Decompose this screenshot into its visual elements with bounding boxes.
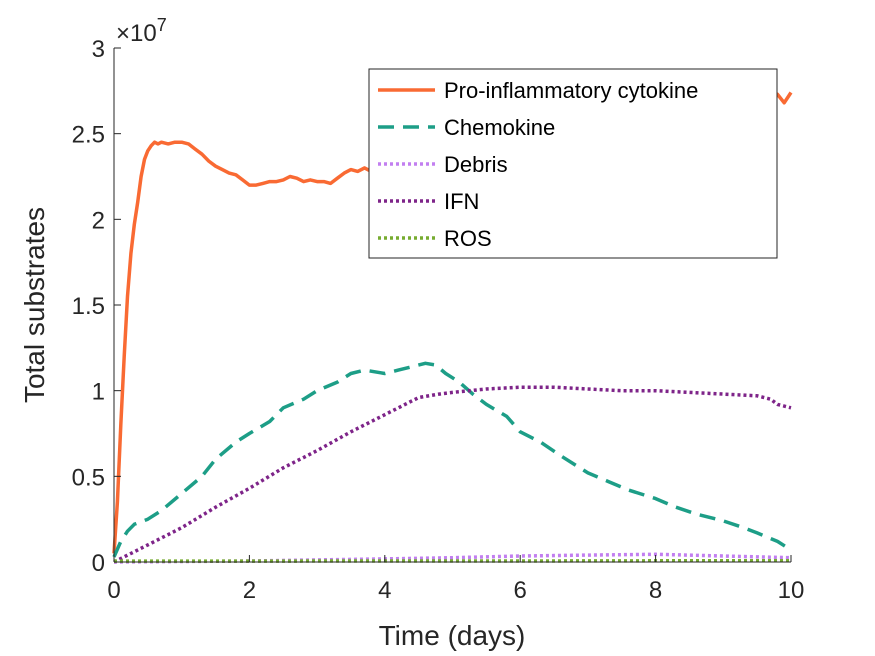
ticks: 0 2 4 6 8 10 0 0.5 1 1.5 2 2.5 3 (72, 36, 805, 604)
x-axis-label: Time (days) (379, 620, 526, 651)
x-tick-label: 4 (378, 577, 391, 604)
x-tick-label: 8 (649, 577, 662, 604)
y-exponent-prefix: ×10 (116, 20, 157, 47)
series-lines (112, 87, 793, 564)
x-tick-label: 2 (243, 577, 256, 604)
y-tick-label: 3 (92, 36, 105, 63)
series-line-0 (112, 87, 793, 554)
legend-box (368, 68, 778, 259)
y-tick-label: 1 (92, 379, 105, 406)
y-tick-label: 0 (92, 550, 105, 577)
series-line-1 (112, 361, 792, 558)
series-line-3 (113, 385, 792, 564)
y-tick-label: 2.5 (72, 122, 105, 149)
legend-entry: Pro-inflammatory cytokine (444, 78, 698, 103)
y-axis-label: Total substrates (19, 207, 50, 403)
y-tick-label: 0.5 (72, 464, 105, 491)
legend-entry: IFN (444, 189, 479, 214)
legend-entry: Chemokine (444, 115, 555, 140)
y-tick-label: 1.5 (72, 293, 105, 320)
y-exponent-label: ×107 (116, 15, 167, 47)
legend-entry: Debris (444, 152, 508, 177)
y-exponent-power: 7 (157, 15, 167, 35)
x-tick-label: 0 (107, 577, 120, 604)
x-tick-label: 6 (514, 577, 527, 604)
series-line-2 (113, 552, 792, 564)
y-tick-label: 2 (92, 207, 105, 234)
x-tick-label: 10 (778, 577, 805, 604)
legend: Pro-inflammatory cytokine Chemokine Debris… (368, 68, 778, 259)
legend-entry: ROS (444, 226, 492, 251)
